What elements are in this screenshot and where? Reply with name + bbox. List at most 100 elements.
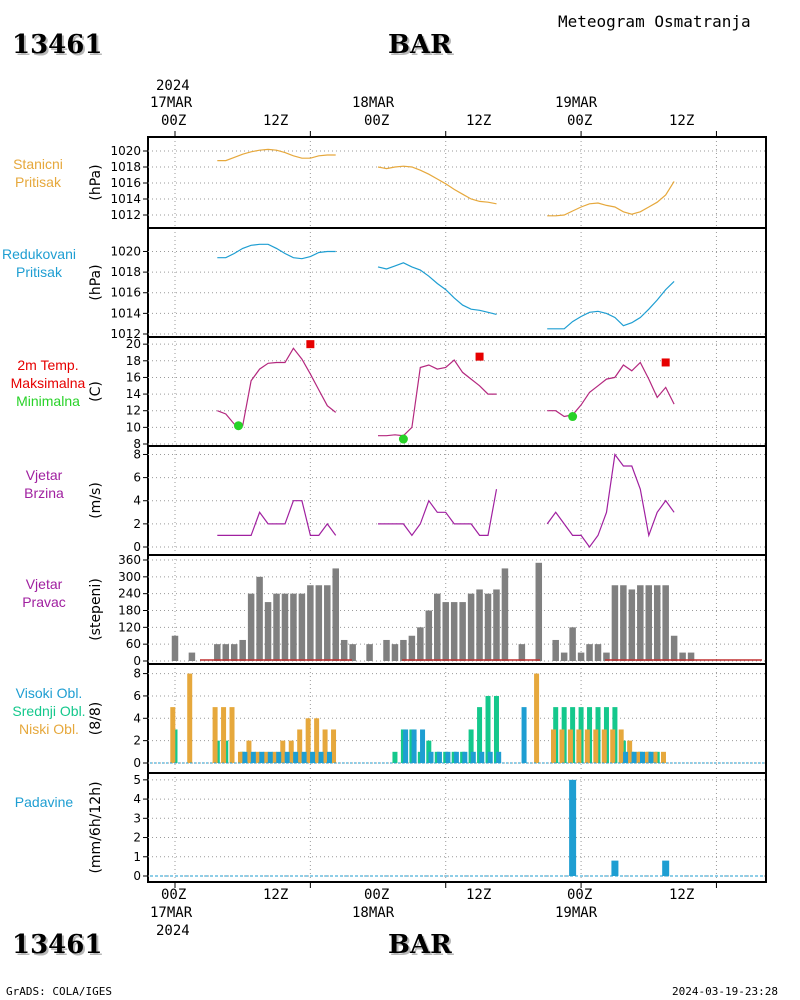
y-tick-label: 2 <box>133 831 141 845</box>
data-bar <box>603 652 610 661</box>
bottom-date-label: 18MAR <box>352 905 395 921</box>
cloud-bar <box>187 673 193 763</box>
series-line <box>377 165 497 205</box>
cloud-bar <box>623 751 629 763</box>
label-line: Vjetar <box>25 467 63 483</box>
cloud-bar <box>493 695 499 763</box>
top-date-label: 17MAR <box>150 95 193 111</box>
cloud-bar <box>276 751 282 763</box>
cloud-bar <box>322 729 328 763</box>
data-bar <box>434 593 441 661</box>
y-tick-label: 6 <box>133 689 141 703</box>
series-line <box>378 489 498 537</box>
cloud-bar <box>485 695 491 763</box>
data-bar <box>653 585 661 661</box>
label-line: Vjetar <box>25 576 63 592</box>
cloud-bar <box>648 751 654 763</box>
cloud-bar <box>246 740 252 763</box>
bottom-hour-label: 12Z <box>263 887 289 903</box>
cloud-bar <box>601 729 607 763</box>
panel-label-temperature: 2m Temp. Maksimalna Minimalna <box>2 356 94 410</box>
cloud-bar <box>212 707 218 763</box>
panel-label-reduced-pressure: Redukovani Pritisak <box>0 245 78 281</box>
top-hour-label: 00Z <box>364 113 390 129</box>
data-bar <box>307 585 314 661</box>
cloud-bar <box>314 718 320 763</box>
data-bar <box>188 652 196 661</box>
y-tick-label: 240 <box>118 587 141 601</box>
cloud-bar <box>250 751 256 763</box>
y-tick-label: 60 <box>126 637 141 651</box>
cloud-bar <box>428 751 434 763</box>
y-tick-label: 360 <box>118 553 141 567</box>
label-line: Redukovani <box>2 246 76 262</box>
data-bar <box>366 644 373 661</box>
max-temp-marker <box>306 340 315 349</box>
y-axis-unit: (m/s) <box>88 482 104 519</box>
cloud-bar <box>618 729 624 763</box>
series-line <box>217 243 336 260</box>
data-bar <box>467 593 475 661</box>
y-tick-label: 180 <box>118 604 141 618</box>
data-bar <box>620 585 627 661</box>
cloud-bar <box>426 740 432 763</box>
y-axis-unit: (hPa) <box>88 264 104 300</box>
min-temp-marker <box>233 421 243 431</box>
data-bar <box>383 639 390 661</box>
cloud-bar <box>584 729 590 763</box>
y-tick-label: 1 <box>133 850 141 864</box>
label-line: Srednji Obl. <box>12 703 86 719</box>
cloud-bar <box>221 707 227 763</box>
y-tick-label: 4 <box>133 494 141 508</box>
cloud-bar <box>259 751 265 763</box>
bottom-hour-label: 12Z <box>669 887 695 903</box>
data-bar <box>679 652 686 661</box>
cloud-bar <box>229 707 235 763</box>
series-line <box>378 359 497 437</box>
cloud-bar <box>640 751 645 763</box>
bottom-date-label: 17MAR <box>150 905 193 921</box>
data-bar <box>569 627 576 661</box>
y-tick-label: 8 <box>133 437 141 451</box>
y-tick-label: 1014 <box>110 306 141 320</box>
y-tick-label: 8 <box>133 667 141 681</box>
cloud-bar <box>318 751 324 763</box>
cloud-bar <box>593 729 599 763</box>
cloud-bar <box>479 751 485 763</box>
data-bar <box>535 562 543 661</box>
cloud-bar <box>559 729 565 763</box>
y-tick-label: 12 <box>126 404 141 418</box>
data-bar <box>247 593 255 661</box>
cloud-bar <box>453 751 459 763</box>
y-tick-label: 1016 <box>110 176 141 190</box>
label-line: Maksimalna <box>10 375 86 391</box>
label-line: Padavine <box>14 794 74 810</box>
min-temp-marker <box>568 412 578 422</box>
data-bar <box>687 652 695 661</box>
data-bar <box>425 610 433 661</box>
cloud-bar <box>293 751 299 763</box>
data-bar <box>391 644 399 661</box>
y-tick-label: 1020 <box>110 144 141 158</box>
series-line <box>217 148 336 162</box>
cloud-bar <box>284 751 290 763</box>
y-tick-label: 1012 <box>110 208 141 222</box>
cloud-bar <box>326 751 332 763</box>
data-bar <box>442 602 449 661</box>
cloud-bar <box>305 718 311 763</box>
cloud-bar <box>652 751 658 763</box>
series-line <box>377 262 497 315</box>
data-bar <box>230 644 238 661</box>
y-tick-label: 1012 <box>110 327 141 341</box>
data-bar <box>569 779 577 876</box>
y-tick-label: 120 <box>118 620 141 634</box>
station-name-bottom: BAR <box>388 930 452 960</box>
series-line <box>546 452 675 549</box>
cloud-bar <box>280 740 286 763</box>
bottom-hour-label: 00Z <box>161 887 187 903</box>
data-bar <box>611 860 619 876</box>
station-id: 13461 <box>12 30 103 60</box>
data-bar <box>417 627 424 661</box>
data-bar <box>637 585 644 661</box>
data-bar <box>577 652 585 661</box>
